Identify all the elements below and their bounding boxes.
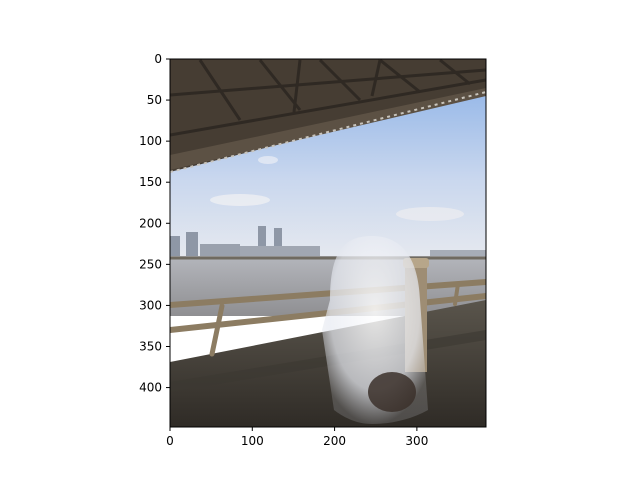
axes-frame — [169, 58, 487, 428]
x-tick-label: 0 — [166, 434, 174, 448]
y-tick-label: 250 — [139, 257, 162, 271]
x-tick-label: 100 — [241, 434, 264, 448]
y-tick-label: 100 — [139, 134, 162, 148]
y-tick-label: 0 — [154, 52, 162, 66]
photo-image — [170, 59, 486, 427]
y-tick-label: 350 — [139, 340, 162, 354]
y-tick-label: 50 — [147, 93, 162, 107]
bag — [368, 372, 416, 412]
y-tick-label: 400 — [139, 381, 162, 395]
y-axis: 0 50 100 150 200 250 300 350 400 — [139, 52, 170, 395]
y-tick-label: 150 — [139, 175, 162, 189]
x-tick-label: 200 — [323, 434, 346, 448]
y-tick-label: 300 — [139, 298, 162, 312]
bridge-truss — [170, 59, 486, 137]
x-axis: 0 100 200 300 — [166, 427, 428, 448]
x-tick-label: 300 — [405, 434, 428, 448]
cloud — [210, 194, 270, 206]
cloud — [258, 156, 278, 164]
y-tick-label: 200 — [139, 216, 162, 230]
city-skyline — [170, 226, 486, 258]
cloud — [396, 207, 464, 221]
